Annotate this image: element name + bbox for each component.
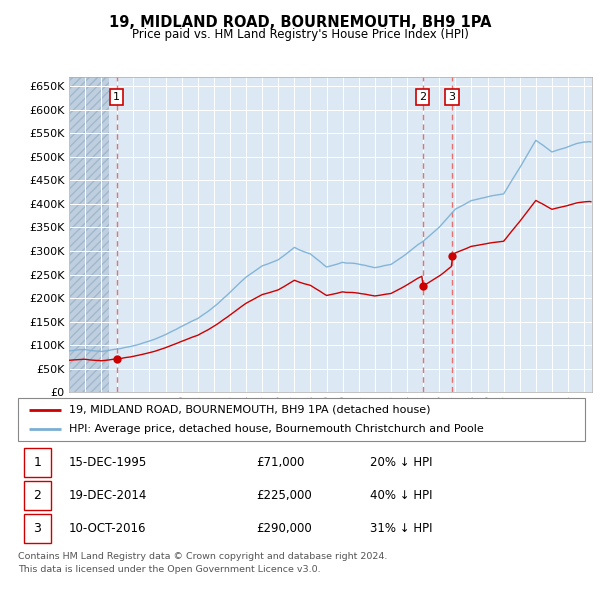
Text: Price paid vs. HM Land Registry's House Price Index (HPI): Price paid vs. HM Land Registry's House … (131, 28, 469, 41)
Text: Contains HM Land Registry data © Crown copyright and database right 2024.: Contains HM Land Registry data © Crown c… (18, 552, 388, 560)
Text: 3: 3 (448, 92, 455, 102)
FancyBboxPatch shape (18, 398, 585, 441)
Text: 2: 2 (419, 92, 426, 102)
Text: 20% ↓ HPI: 20% ↓ HPI (370, 456, 432, 470)
Text: £225,000: £225,000 (256, 489, 312, 503)
Bar (69, 77, 109, 392)
Text: 40% ↓ HPI: 40% ↓ HPI (370, 489, 432, 503)
Text: 19, MIDLAND ROAD, BOURNEMOUTH, BH9 1PA (detached house): 19, MIDLAND ROAD, BOURNEMOUTH, BH9 1PA (… (69, 405, 431, 415)
Text: 1: 1 (34, 456, 41, 470)
Text: £71,000: £71,000 (256, 456, 305, 470)
FancyBboxPatch shape (23, 481, 51, 510)
Text: 10-OCT-2016: 10-OCT-2016 (69, 522, 146, 536)
Text: 3: 3 (34, 522, 41, 536)
Text: 1: 1 (113, 92, 120, 102)
Text: 31% ↓ HPI: 31% ↓ HPI (370, 522, 432, 536)
Text: 19, MIDLAND ROAD, BOURNEMOUTH, BH9 1PA: 19, MIDLAND ROAD, BOURNEMOUTH, BH9 1PA (109, 15, 491, 30)
Text: 19-DEC-2014: 19-DEC-2014 (69, 489, 148, 503)
Text: This data is licensed under the Open Government Licence v3.0.: This data is licensed under the Open Gov… (18, 565, 320, 574)
Text: 2: 2 (34, 489, 41, 503)
Text: £290,000: £290,000 (256, 522, 312, 536)
FancyBboxPatch shape (23, 448, 51, 477)
Text: 15-DEC-1995: 15-DEC-1995 (69, 456, 147, 470)
FancyBboxPatch shape (23, 514, 51, 543)
Text: HPI: Average price, detached house, Bournemouth Christchurch and Poole: HPI: Average price, detached house, Bour… (69, 424, 484, 434)
